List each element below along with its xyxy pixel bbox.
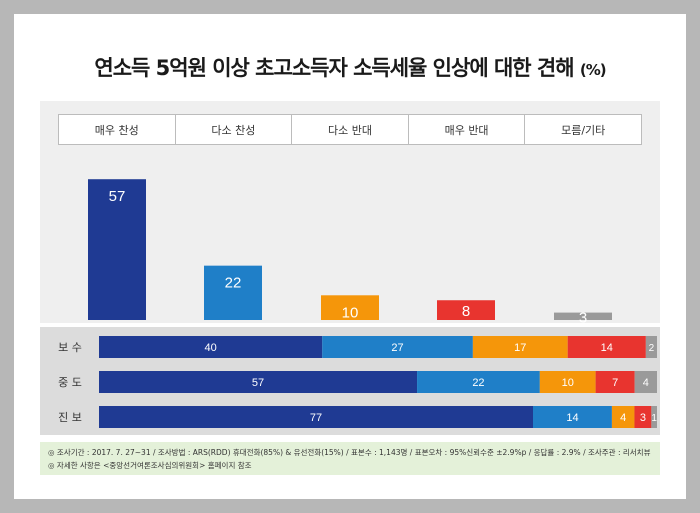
footnote: ◎ 조사기간 : 2017. 7. 27~31 / 조사방법 : ARS(RDD… xyxy=(40,442,660,475)
stacked-segment xyxy=(634,371,657,393)
stacked-segment-label: 27 xyxy=(391,342,403,354)
chart-title-unit: (%) xyxy=(579,61,607,79)
stacked-segment xyxy=(472,336,568,358)
stacked-segment-label: 17 xyxy=(514,342,526,354)
stacked-segment-label: 14 xyxy=(566,412,578,424)
stacked-segment xyxy=(567,336,646,358)
stacked-segment-label: 14 xyxy=(601,342,613,354)
stacked-segment-label: 3 xyxy=(640,412,646,424)
column-bar-label: 3 xyxy=(579,309,587,326)
stacked-segment-label: 10 xyxy=(562,377,574,389)
stacked-segment xyxy=(533,406,612,428)
stacked-segment-label: 4 xyxy=(643,377,649,389)
column-bar-label: 8 xyxy=(462,303,470,320)
column-bar xyxy=(88,179,146,320)
legend-item-strongly-disagree: 매우 반대 xyxy=(409,115,526,144)
legend-item-somewhat-agree: 다소 찬성 xyxy=(176,115,293,144)
column-bar-label: 22 xyxy=(225,275,242,292)
stacked-segment-label: 77 xyxy=(310,412,322,424)
column-bar xyxy=(204,265,262,320)
stacked-segment-label: 57 xyxy=(252,377,264,389)
chart-title-text: 연소득 5억원 이상 초고소득자 소득세율 인상에 대한 견해 xyxy=(94,56,574,80)
legend-item-strongly-agree: 매우 찬성 xyxy=(59,115,176,144)
chart-title: 연소득 5억원 이상 초고소득자 소득세율 인상에 대한 견해 (%) xyxy=(0,52,700,82)
row-group-label: 중 도 xyxy=(58,376,82,389)
stacked-segment xyxy=(611,406,635,428)
stacked-segment-label: 1 xyxy=(651,413,657,424)
stacked-segment xyxy=(99,371,418,393)
stacked-segment xyxy=(595,371,635,393)
stacked-segment xyxy=(322,336,473,358)
legend-item-somewhat-disagree: 다소 반대 xyxy=(292,115,409,144)
footnote-line-survey-info: ◎ 조사기간 : 2017. 7. 27~31 / 조사방법 : ARS(RDD… xyxy=(48,448,651,457)
stacked-segment-label: 2 xyxy=(649,343,655,354)
stacked-segment-label: 22 xyxy=(472,377,484,389)
row-group-label: 보 수 xyxy=(58,341,82,354)
stacked-segment xyxy=(634,406,652,428)
stacked-segment xyxy=(539,371,596,393)
legend-item-dont-know: 모름/기타 xyxy=(561,123,606,137)
stacked-segment-label: 40 xyxy=(204,342,216,354)
stacked-segment xyxy=(651,406,657,428)
column-bar-label: 10 xyxy=(342,304,359,321)
stacked-segment xyxy=(99,406,533,428)
stacked-segment-label: 4 xyxy=(620,412,626,424)
footnote-line-reference: ◎ 자세한 사항은 <중앙선거여론조사심의위원회> 홈페이지 참조 xyxy=(48,461,252,470)
column-bar xyxy=(437,300,495,320)
stacked-segment-label: 7 xyxy=(612,377,618,389)
stacked-segment xyxy=(417,371,540,393)
column-bar xyxy=(321,295,379,320)
column-bar-label: 57 xyxy=(109,188,126,205)
column-bar xyxy=(554,312,612,320)
legend: 매우 찬성 다소 찬성 다소 반대 매우 반대 모름/기타 xyxy=(58,114,642,145)
row-group-label: 진 보 xyxy=(58,411,82,424)
stacked-segment xyxy=(645,336,657,358)
stacked-segment xyxy=(99,336,323,358)
